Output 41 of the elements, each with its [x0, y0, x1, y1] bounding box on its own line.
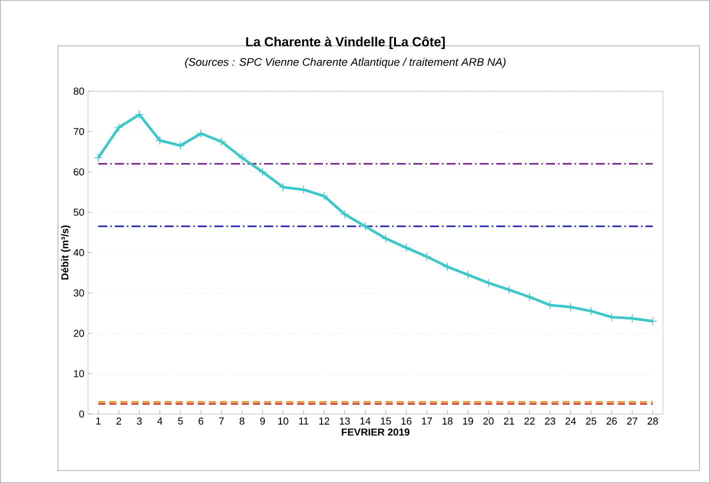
x-tick-label: 27 — [627, 418, 638, 425]
x-tick-label: 4 — [157, 418, 162, 424]
x-axis-title: FEVRIER 2019 — [342, 428, 410, 436]
y-tick-label: 30 — [74, 289, 84, 296]
x-tick-label: 1 — [96, 418, 101, 424]
y-tick-label: 20 — [74, 330, 84, 337]
y-tick-label: 0 — [79, 410, 84, 418]
y-tick-label: 50 — [74, 208, 84, 216]
x-tick-label: 17 — [422, 418, 432, 424]
x-tick-label: 22 — [524, 418, 535, 425]
x-tick-label: 24 — [566, 418, 576, 425]
x-tick-label: 18 — [442, 418, 453, 425]
x-tick-label: 8 — [240, 418, 244, 425]
x-tick-label: 23 — [544, 418, 556, 425]
x-tick-label: 13 — [340, 418, 350, 425]
x-tick-label: 15 — [380, 418, 391, 425]
y-tick-label: 60 — [74, 168, 84, 176]
x-tick-label: 28 — [648, 418, 658, 425]
x-tick-label: 10 — [278, 418, 288, 425]
chart-subtitle: (Sources : SPC Vienne Charente Atlantique / traitement ARB NA) — [185, 58, 506, 68]
y-tick-label: 80 — [74, 88, 84, 95]
x-tick-label: 11 — [299, 418, 308, 424]
x-tick-label: 7 — [219, 418, 224, 424]
x-tick-label: 5 — [178, 418, 183, 425]
x-tick-label: 2 — [116, 418, 122, 425]
x-tick-label: 20 — [483, 418, 494, 425]
x-tick-label: 9 — [260, 418, 265, 425]
y-tick-label: 70 — [74, 128, 84, 136]
chart-title: La Charente à Vindelle [La Côte] — [246, 36, 445, 49]
x-tick-label: 21 — [504, 418, 514, 425]
x-tick-label: 16 — [401, 418, 412, 425]
y-tick-label: 40 — [74, 249, 84, 256]
x-tick-label: 12 — [319, 418, 330, 425]
x-tick-label: 6 — [198, 418, 204, 425]
x-tick-label: 3 — [136, 418, 142, 425]
x-tick-label: 19 — [463, 418, 474, 425]
x-tick-label: 25 — [586, 418, 596, 425]
x-tick-label: 14 — [360, 418, 371, 424]
y-axis-title: Débit (m³/s) — [60, 225, 70, 280]
y-tick-label: 10 — [74, 370, 84, 378]
x-tick-label: 26 — [606, 418, 617, 425]
